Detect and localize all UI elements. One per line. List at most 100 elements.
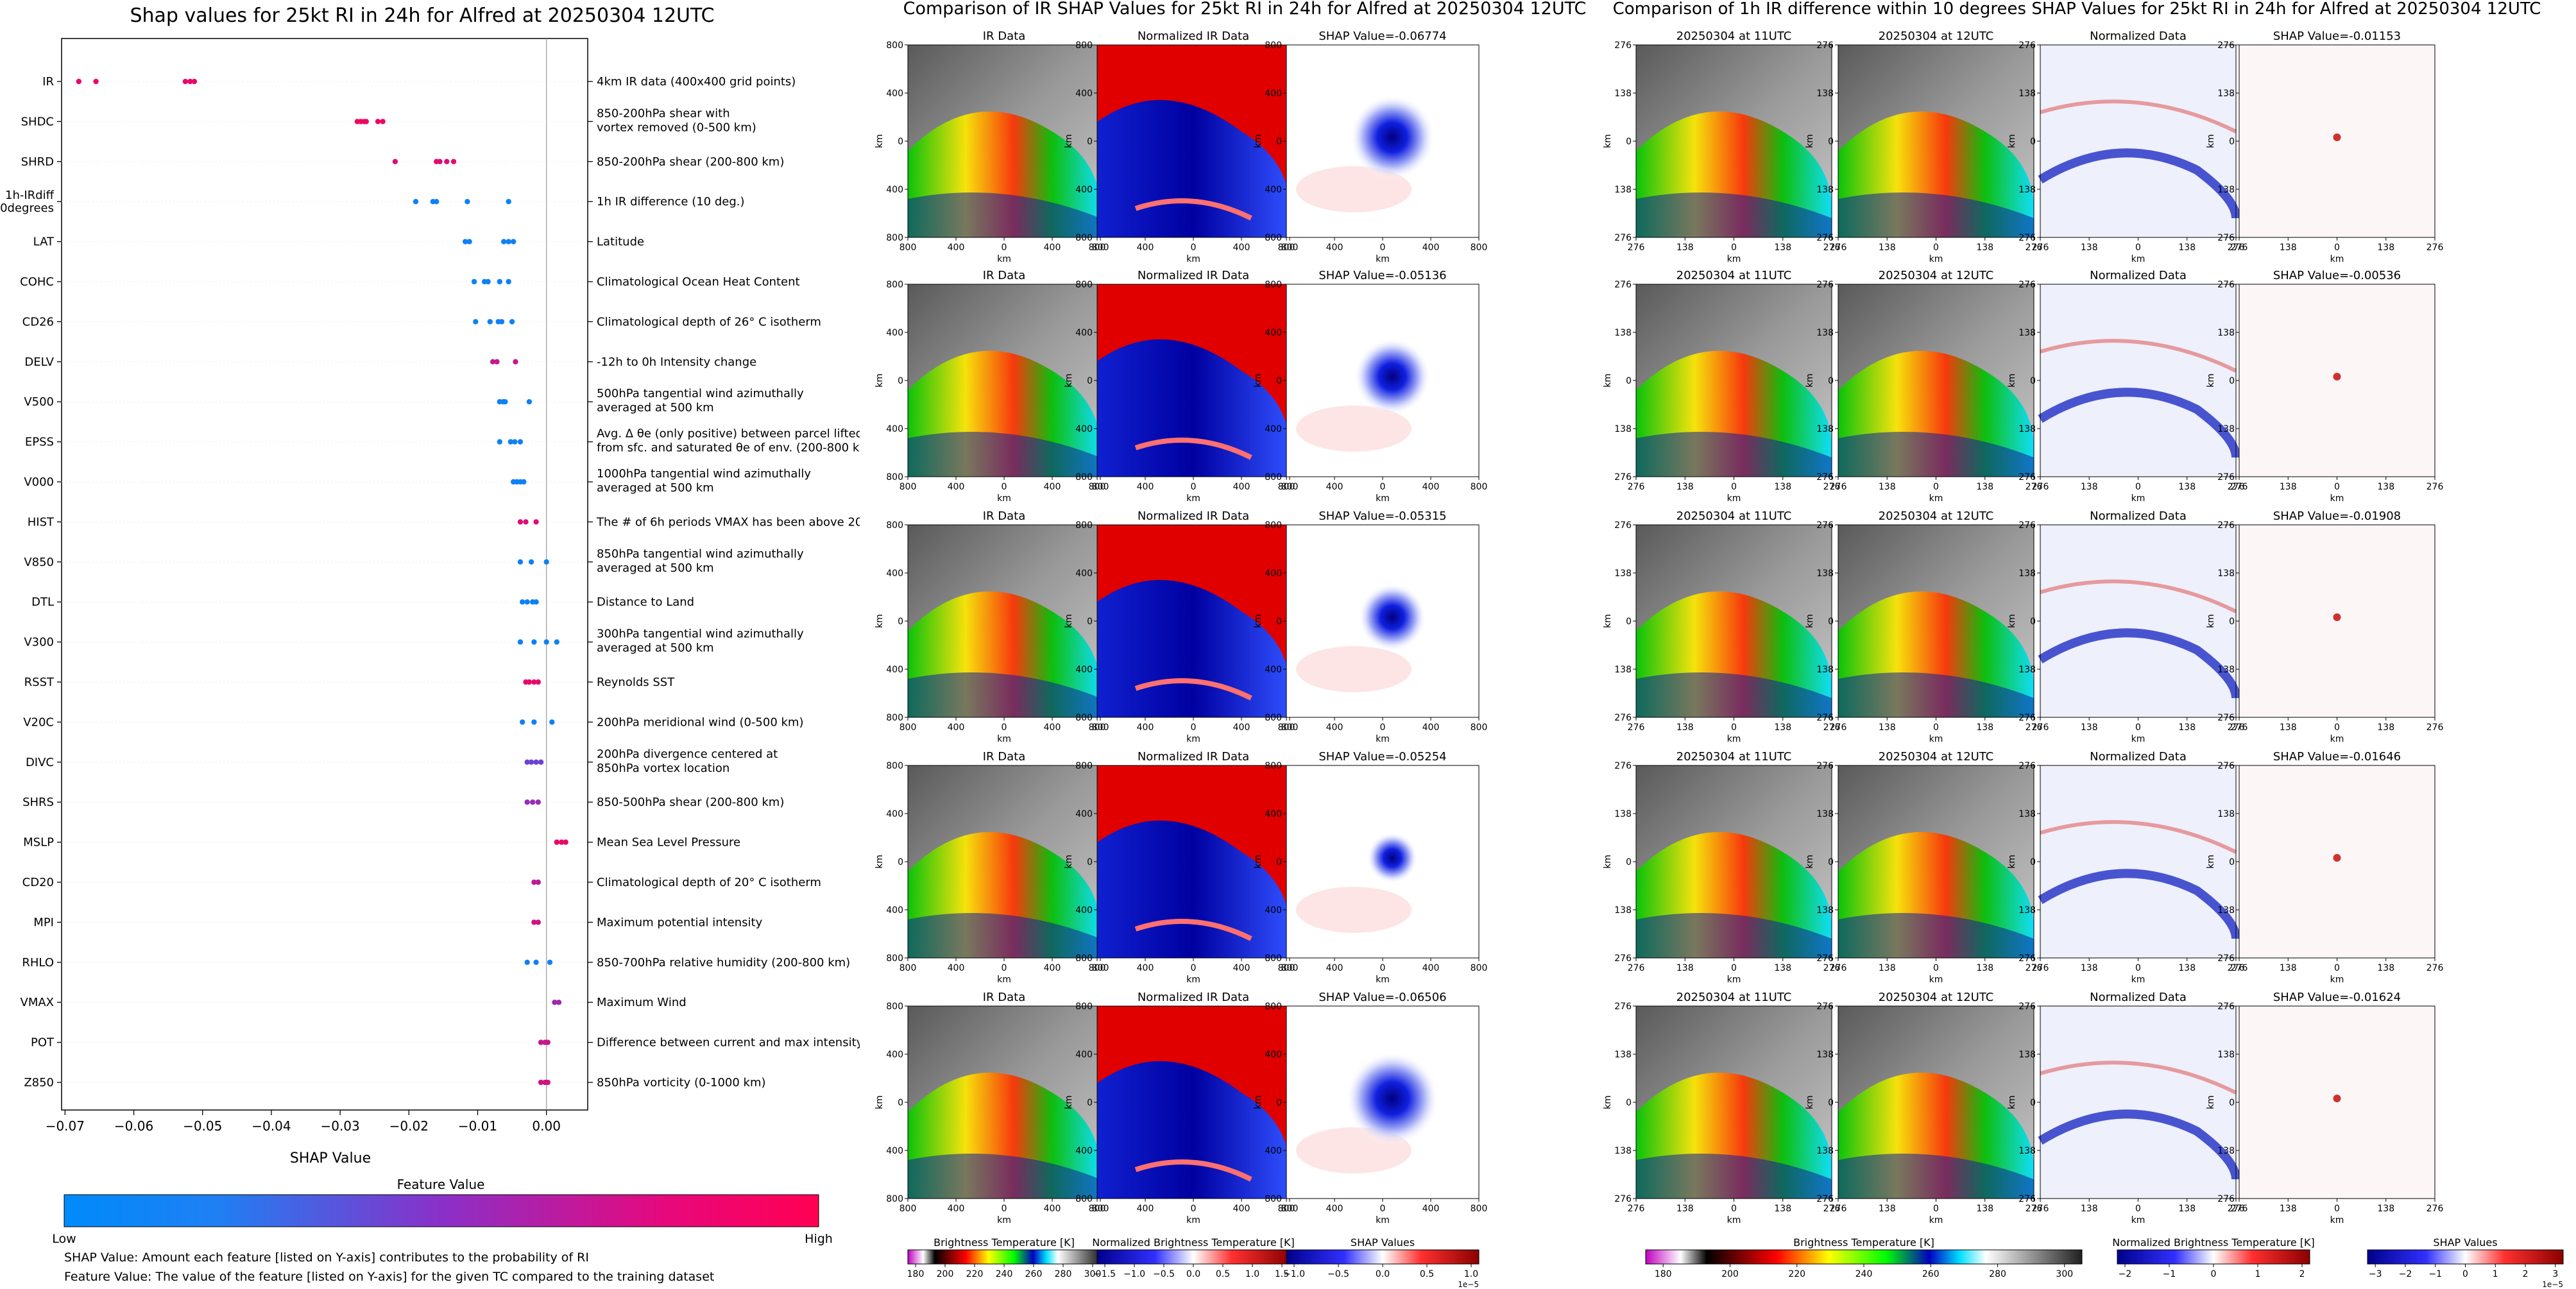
y-tick-label: 0	[2229, 376, 2235, 386]
x-tick-label: 276	[1823, 722, 1841, 733]
y-tick-label: 0	[1828, 376, 1834, 386]
norm-streak	[1134, 198, 1252, 221]
cloud-band-lower	[1838, 672, 2034, 717]
shap-beeswarm-chart: Shap values for 25kt RI in 24h for Alfre…	[0, 4, 860, 1284]
shap-point	[502, 399, 508, 405]
norm-streak	[1134, 678, 1252, 701]
x-tick-label: 800	[900, 722, 917, 733]
colorbar-tick-label: −1.0	[1283, 1269, 1305, 1279]
x-tick-label: 0	[2334, 722, 2340, 733]
y-axis-label: km	[1603, 373, 1613, 388]
x-tick-label: 400	[1044, 1204, 1061, 1214]
y-tick-label: 800	[1075, 1002, 1093, 1012]
y-tick-label: 400	[1075, 424, 1093, 434]
colorbar-exponent: 1e−5	[1458, 1280, 1479, 1289]
y-tick-label: 400	[1075, 1050, 1093, 1060]
panel-title: Normalized Data	[2090, 269, 2187, 282]
x-tick-label: 0	[1191, 1204, 1197, 1214]
shap-point	[508, 439, 514, 445]
y-tick-label: 0	[1828, 857, 1834, 867]
y-tick-label: 276	[2018, 761, 2036, 771]
x-tick-label: 276	[2231, 482, 2248, 492]
feature-desc-label: 200hPa divergence centered at	[597, 747, 778, 761]
y-tick-label: 138	[1816, 424, 1834, 434]
shap-point	[450, 158, 457, 164]
y-tick-label: 276	[2018, 233, 2036, 243]
colorbar-tick-label: 300	[1084, 1269, 1102, 1279]
x-axis-label: km	[997, 493, 1011, 504]
x-tick-label: 138	[2377, 1204, 2394, 1214]
feature-row: SHRS 850-500hPa shear (200-800 km)	[22, 796, 784, 809]
x-tick-label: 0	[1731, 243, 1737, 253]
x-tick-label: 400	[1422, 963, 1440, 973]
y-tick-label: 400	[1075, 568, 1093, 579]
x-tick-label: 276	[2228, 722, 2245, 733]
y-tick-label: 800	[886, 761, 903, 771]
shap-point	[434, 199, 439, 205]
ir-11utc-panel: 20250304 at 11UTC27627613813800138138276…	[1603, 30, 1840, 264]
x-tick-label: 0	[2334, 243, 2340, 253]
x-tick-label: −0.06	[114, 1118, 153, 1134]
y-tick-label: 138	[1614, 89, 1632, 99]
x-tick-label: 400	[1137, 963, 1154, 973]
panel-title: 20250304 at 11UTC	[1676, 30, 1792, 43]
y-tick-label: 0	[1626, 857, 1632, 867]
cloud-band-lower	[1636, 1154, 1832, 1199]
y-axis-label: km	[1064, 614, 1074, 628]
y-tick-label: 276	[1816, 761, 1834, 771]
x-tick-label: 138	[1774, 1204, 1791, 1214]
y-tick-label: 276	[1614, 40, 1632, 51]
colorbar-tick-label: 280	[1989, 1269, 2006, 1279]
panel-title: 20250304 at 11UTC	[1676, 991, 1792, 1004]
shap-point	[187, 78, 193, 85]
y-tick-label: 400	[1265, 424, 1282, 434]
x-tick-label: 276	[2026, 1204, 2043, 1214]
x-axis-label: km	[1376, 1215, 1390, 1225]
shap-point	[531, 679, 537, 685]
y-tick-label: 800	[886, 40, 903, 51]
colorbar-label: SHAP Values	[2433, 1236, 2497, 1249]
shap-point	[182, 78, 189, 85]
y-tick-label: 400	[1265, 809, 1282, 819]
panel-title: Normalized IR Data	[1138, 30, 1249, 43]
feature-desc-label: 850hPa tangential wind azimuthally	[597, 547, 804, 561]
x-axis-label: km	[2131, 254, 2145, 264]
x-tick-label: 400	[1326, 963, 1343, 973]
y-tick-label: 138	[1614, 905, 1632, 916]
y-tick-label: 276	[1614, 713, 1632, 723]
y-tick-label: 276	[2217, 233, 2235, 243]
feature-code-label: SHRS	[22, 796, 54, 809]
feature-desc-label: The # of 6h periods VMAX has been above …	[596, 515, 860, 529]
shap-point	[535, 679, 541, 685]
panel-title: SHAP Value=-0.00536	[2273, 269, 2401, 282]
y-tick-label: 800	[1265, 761, 1282, 771]
x-axis-label: km	[1727, 1215, 1741, 1225]
feature-code-label: COHC	[20, 275, 54, 289]
y-axis-label: km	[1603, 134, 1613, 148]
y-tick-label: 0	[1087, 1098, 1093, 1108]
x-tick-label: 800	[1092, 482, 1109, 492]
y-tick-label: 138	[2217, 89, 2235, 99]
x-axis-label: km	[997, 254, 1011, 264]
shap-point	[517, 519, 524, 525]
colorbar-tick-label: 1	[2255, 1269, 2261, 1279]
shap-core	[1367, 832, 1418, 884]
diff-positive-band	[2040, 820, 2237, 854]
x-tick-label: 800	[1089, 482, 1106, 492]
y-axis-label: km	[1253, 373, 1263, 388]
x-tick-label: 400	[1233, 722, 1250, 733]
y-tick-label: 800	[1265, 280, 1282, 290]
x-tick-label: 0	[1191, 243, 1197, 253]
x-tick-label: 400	[948, 722, 965, 733]
y-tick-label: 138	[1816, 905, 1834, 916]
ir-12utc-panel: 20250304 at 12UTC27627613813800138138276…	[1805, 750, 2042, 985]
feature-desc-label: Climatological Ocean Heat Content	[597, 275, 800, 289]
normalized-diff-panel: Normalized Data2762761381380013813827627…	[2007, 991, 2244, 1225]
x-tick-label: 138	[2178, 722, 2196, 733]
feature-desc-label: Difference between current and max inten…	[597, 1036, 860, 1050]
x-tick-label: 0	[2135, 963, 2141, 973]
y-tick-label: 800	[1075, 761, 1093, 771]
x-tick-label: 138	[2280, 963, 2297, 973]
